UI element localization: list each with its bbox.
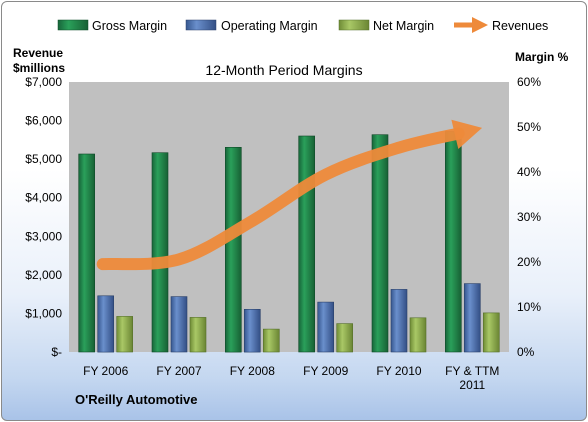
y-right-tick-label: 30% (517, 210, 541, 224)
y-right-tick-label: 60% (517, 75, 541, 89)
y-right-tick-label: 0% (517, 345, 535, 359)
legend-item-operating-margin: Operating Margin (185, 19, 318, 33)
legend-label-gross-margin: Gross Margin (92, 19, 167, 33)
x-tick-label: FY 2010 (376, 364, 421, 378)
legend-item-net-margin: Net Margin (338, 19, 434, 33)
bar-operating-margin-3 (244, 308, 261, 353)
bar-net-margin-3 (262, 328, 280, 353)
y-left-tick-label: $7,000 (25, 75, 62, 89)
legend-arrowhead-revenues (472, 17, 488, 33)
legend-item-gross-margin: Gross Margin (57, 19, 167, 33)
bar-net-margin-6 (482, 312, 500, 353)
bar-gross-margin-4 (298, 135, 316, 353)
y-right-tick-label: 20% (517, 255, 541, 269)
legend-label-net-margin: Net Margin (373, 19, 434, 33)
bar-gross-margin-5 (371, 134, 389, 353)
right-axis-ticks: 0% 10% 20% 30% 40% 50% 60% (517, 75, 541, 359)
y-left-axis-title-line-1: Revenue (13, 46, 63, 60)
x-tick-label: FY 2006 (83, 364, 128, 378)
bar-gross-margin-2 (151, 152, 169, 353)
plot-area (69, 82, 509, 352)
bar-net-margin-2 (189, 317, 207, 353)
legend: Gross Margin Operating Margin Net Margin… (57, 17, 548, 33)
y-left-tick-label: $4,000 (25, 191, 62, 205)
legend-swatch-gross-margin (57, 19, 89, 31)
y-left-tick-label: $3,000 (25, 229, 62, 243)
bar-gross-margin-3 (225, 147, 242, 353)
y-left-tick-label: $2,000 (25, 268, 62, 282)
legend-label-revenues: Revenues (492, 19, 548, 33)
y-right-tick-label: 10% (517, 300, 541, 314)
legend-swatch-operating-margin (185, 19, 217, 31)
x-tick-label: FY & TTM (445, 364, 499, 378)
y-left-axis-title-line-2: $millions (13, 61, 65, 75)
bar-operating-margin-5 (390, 289, 408, 353)
y-left-tick-label: $5,000 (25, 152, 62, 166)
y-left-tick-label: $1,000 (25, 306, 62, 320)
x-tick-label: FY 2008 (230, 364, 275, 378)
bar-operating-margin-2 (170, 296, 188, 353)
revenues-arrowhead (451, 119, 483, 149)
bar-net-margin-4 (336, 323, 354, 353)
x-tick-label: 2011 (459, 378, 485, 392)
bar-operating-margin-4 (317, 301, 335, 353)
bar-gross-margin-1 (78, 153, 95, 353)
revenues-line (96, 127, 465, 271)
left-axis-ticks: $- $1,000 $2,000 $3,000 $4,000 $5,000 $6,000 $7… (25, 75, 62, 359)
x-axis-ticks: FY 2006 FY 2007 FY 2008 FY 2009 FY 2010 FY & … (83, 364, 499, 392)
chart-title: 12-Month Period Margins (205, 62, 362, 78)
y-left-tick-label: $- (51, 345, 62, 359)
bar-net-margin-1 (116, 316, 133, 353)
y-right-tick-label: 40% (517, 165, 541, 179)
bar-operating-margin-6 (463, 283, 481, 353)
bar-gross-margin-6 (444, 131, 462, 353)
legend-swatch-net-margin (338, 19, 370, 31)
legend-item-revenues: Revenues (454, 17, 548, 33)
y-left-tick-label: $6,000 (25, 114, 62, 128)
y-right-tick-label: 50% (517, 120, 541, 134)
x-tick-label: FY 2009 (303, 364, 348, 378)
bar-operating-margin-1 (97, 295, 114, 353)
bar-net-margin-5 (409, 317, 427, 353)
revenue-line-layer (96, 119, 483, 271)
company-name: O'Reilly Automotive (75, 392, 198, 407)
y-right-axis-title: Margin % (515, 50, 569, 64)
x-tick-label: FY 2007 (156, 364, 201, 378)
legend-label-operating-margin: Operating Margin (221, 19, 318, 33)
